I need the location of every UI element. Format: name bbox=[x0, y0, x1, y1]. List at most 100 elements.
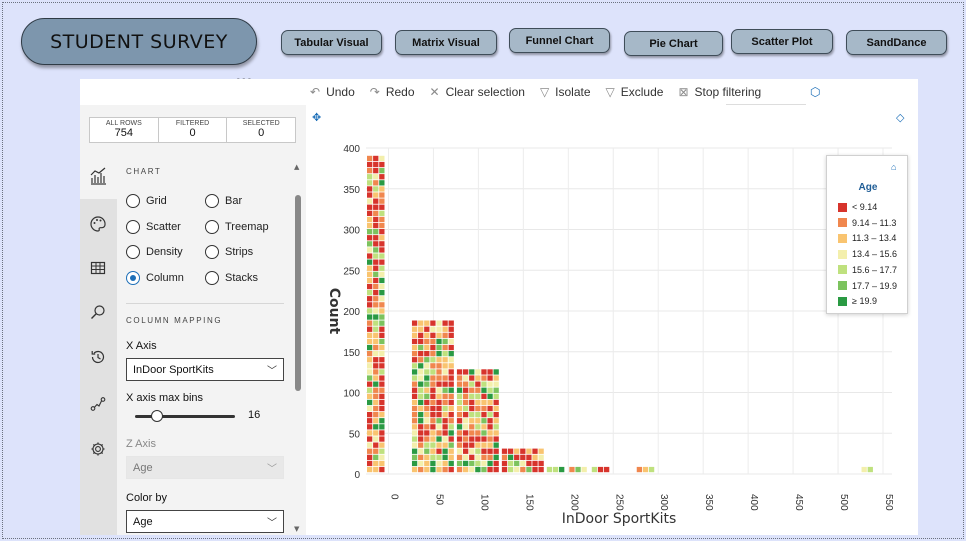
data-cell[interactable] bbox=[469, 448, 475, 454]
data-cell[interactable] bbox=[367, 442, 373, 448]
data-cell[interactable] bbox=[442, 466, 448, 473]
data-cell[interactable] bbox=[514, 448, 520, 454]
data-cell[interactable] bbox=[379, 296, 385, 302]
data-cell[interactable] bbox=[418, 332, 424, 338]
data-cell[interactable] bbox=[373, 442, 379, 448]
data-cell[interactable] bbox=[493, 430, 499, 436]
data-cell[interactable] bbox=[532, 466, 538, 473]
radio-column[interactable]: Column bbox=[126, 271, 184, 285]
data-cell[interactable] bbox=[424, 344, 430, 351]
data-cell[interactable] bbox=[430, 442, 436, 448]
data-cell[interactable] bbox=[411, 332, 418, 338]
data-cell[interactable] bbox=[475, 436, 481, 442]
data-cell[interactable] bbox=[424, 369, 430, 375]
data-cell[interactable] bbox=[456, 399, 463, 406]
data-cell[interactable] bbox=[493, 454, 499, 460]
data-cell[interactable] bbox=[469, 418, 475, 424]
legend-item[interactable]: < 9.14 bbox=[838, 202, 877, 212]
data-cell[interactable] bbox=[424, 466, 430, 473]
data-cell[interactable] bbox=[436, 405, 442, 412]
data-cell[interactable] bbox=[418, 363, 424, 369]
data-cell[interactable] bbox=[469, 454, 475, 460]
data-cell[interactable] bbox=[411, 399, 418, 406]
data-cell[interactable] bbox=[442, 375, 448, 381]
data-cell[interactable] bbox=[448, 375, 454, 381]
data-cell[interactable] bbox=[463, 436, 469, 442]
data-cell[interactable] bbox=[367, 290, 373, 296]
data-cell[interactable] bbox=[379, 460, 385, 467]
data-cell[interactable] bbox=[367, 320, 373, 326]
data-cell[interactable] bbox=[442, 430, 448, 436]
data-cell[interactable] bbox=[373, 229, 379, 235]
data-cell[interactable] bbox=[481, 418, 487, 424]
move-icon[interactable]: ✥ bbox=[312, 111, 322, 124]
data-cell[interactable] bbox=[456, 424, 463, 430]
data-cell[interactable] bbox=[436, 460, 442, 467]
data-cell[interactable] bbox=[575, 466, 581, 473]
data-cell[interactable] bbox=[487, 387, 493, 393]
data-cell[interactable] bbox=[424, 357, 430, 363]
data-cell[interactable] bbox=[520, 460, 526, 467]
data-cell[interactable] bbox=[379, 454, 385, 460]
data-cell[interactable] bbox=[373, 222, 379, 229]
data-cell[interactable] bbox=[487, 375, 493, 381]
data-cell[interactable] bbox=[463, 381, 469, 387]
data-cell[interactable] bbox=[591, 466, 598, 473]
data-cell[interactable] bbox=[373, 454, 379, 460]
data-cell[interactable] bbox=[481, 466, 487, 473]
data-cell[interactable] bbox=[424, 454, 430, 460]
data-cell[interactable] bbox=[373, 204, 379, 210]
data-cell[interactable] bbox=[430, 393, 436, 399]
data-cell[interactable] bbox=[448, 357, 454, 363]
data-cell[interactable] bbox=[448, 393, 454, 399]
data-cell[interactable] bbox=[487, 448, 493, 454]
data-cell[interactable] bbox=[373, 198, 379, 204]
data-cell[interactable] bbox=[493, 399, 499, 406]
exclude-button[interactable]: ▽ Exclude bbox=[605, 85, 664, 99]
radio-strips[interactable]: Strips bbox=[205, 245, 253, 259]
data-cell[interactable] bbox=[456, 381, 463, 387]
data-cell[interactable] bbox=[448, 412, 454, 418]
data-cell[interactable] bbox=[379, 241, 385, 247]
data-cell[interactable] bbox=[442, 351, 448, 357]
data-cell[interactable] bbox=[442, 454, 448, 460]
data-cell[interactable] bbox=[418, 393, 424, 399]
legend-item[interactable]: 9.14 – 11.3 bbox=[838, 218, 896, 228]
data-cell[interactable] bbox=[411, 418, 418, 424]
data-cell[interactable] bbox=[501, 460, 508, 467]
data-cell[interactable] bbox=[526, 460, 532, 467]
legend-item[interactable]: ≥ 19.9 bbox=[838, 296, 877, 306]
data-cell[interactable] bbox=[487, 369, 493, 375]
data-cell[interactable] bbox=[379, 259, 385, 265]
data-cell[interactable] bbox=[367, 241, 373, 247]
data-cell[interactable] bbox=[373, 448, 379, 454]
data-cell[interactable] bbox=[463, 430, 469, 436]
data-cell[interactable] bbox=[367, 168, 373, 174]
data-cell[interactable] bbox=[418, 369, 424, 375]
data-cell[interactable] bbox=[436, 357, 442, 363]
data-cell[interactable] bbox=[373, 351, 379, 357]
data-cell[interactable] bbox=[430, 326, 436, 332]
data-cell[interactable] bbox=[448, 326, 454, 332]
data-cell[interactable] bbox=[463, 424, 469, 430]
data-cell[interactable] bbox=[481, 424, 487, 430]
data-cell[interactable] bbox=[411, 338, 418, 345]
radio-treemap[interactable]: Treemap bbox=[205, 220, 269, 234]
data-cell[interactable] bbox=[436, 320, 442, 326]
data-cell[interactable] bbox=[373, 247, 379, 253]
data-cell[interactable] bbox=[487, 381, 493, 387]
data-cell[interactable] bbox=[430, 387, 436, 393]
data-cell[interactable] bbox=[867, 466, 873, 473]
data-cell[interactable] bbox=[367, 436, 373, 442]
cube-icon[interactable]: ⬡ bbox=[810, 85, 821, 99]
data-cell[interactable] bbox=[448, 338, 454, 345]
data-cell[interactable] bbox=[475, 369, 481, 375]
data-cell[interactable] bbox=[367, 466, 373, 473]
data-cell[interactable] bbox=[373, 369, 379, 375]
data-cell[interactable] bbox=[424, 338, 430, 345]
data-cell[interactable] bbox=[424, 363, 430, 369]
nav-funnel-chart-button[interactable]: Funnel Chart bbox=[509, 28, 610, 53]
data-cell[interactable] bbox=[538, 466, 544, 473]
radio-stacks[interactable]: Stacks bbox=[205, 271, 258, 285]
data-cell[interactable] bbox=[367, 229, 373, 235]
